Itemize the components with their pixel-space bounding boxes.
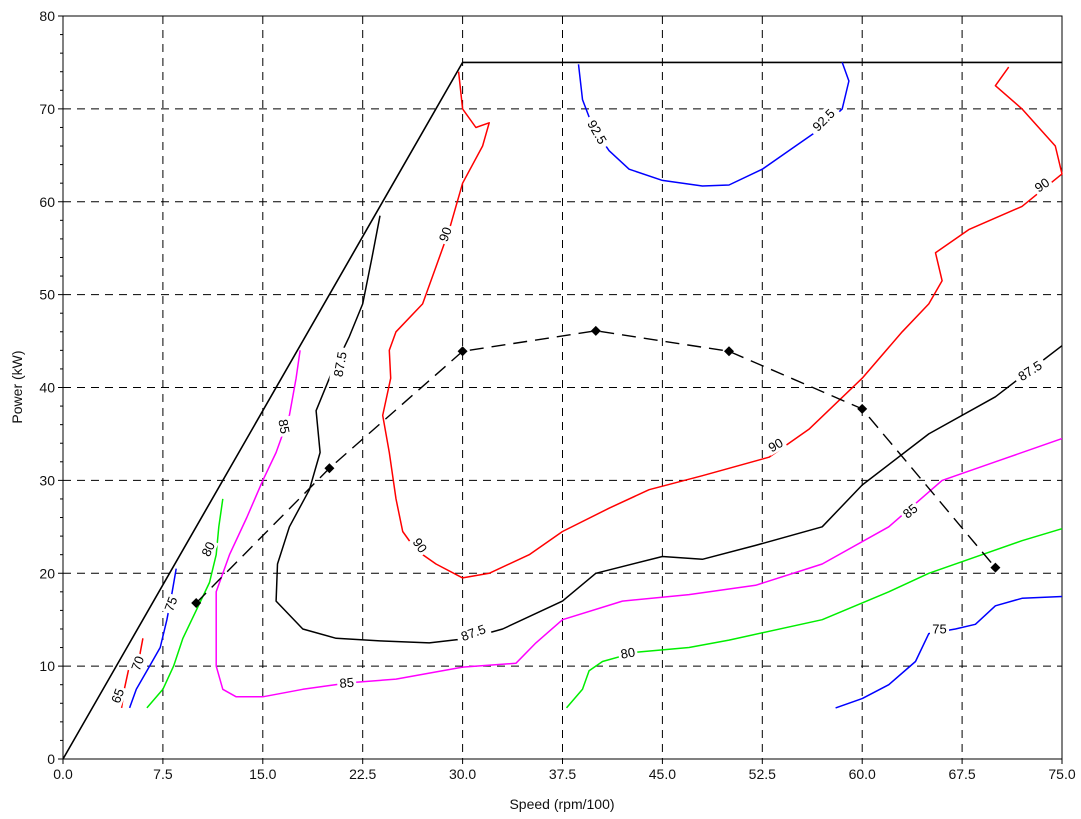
x-tick-label: 75.0 (1048, 766, 1075, 782)
y-tick-label: 60 (39, 194, 55, 210)
y-tick-label: 50 (39, 287, 55, 303)
contour-label-group: 90 (763, 433, 788, 456)
contour-label: 90 (410, 535, 431, 555)
optimal-point-marker (457, 346, 468, 357)
contour-label-group: 80 (617, 643, 639, 662)
contour-label-group: 65 (106, 684, 128, 708)
contour-label-bg (275, 415, 294, 438)
x-tick-label: 45.0 (649, 766, 676, 782)
contour-label-bg (763, 433, 788, 456)
contour-label: 65 (108, 686, 127, 705)
x-tick-label: 15.0 (249, 766, 276, 782)
y-tick-label: 0 (47, 751, 55, 767)
optimal-point-marker (857, 403, 868, 414)
contour-line-90 (381, 66, 1063, 579)
y-tick-label: 40 (39, 380, 55, 396)
contour-label-group: 75 (930, 621, 949, 637)
contour-label: 75 (932, 622, 946, 637)
contour-label: 90 (436, 225, 455, 244)
contour-label-group: 90 (1029, 172, 1054, 197)
contour-label-bg (930, 621, 949, 636)
y-tick-label: 70 (39, 101, 55, 117)
contour-line-75 (835, 595, 1063, 709)
contour-label: 80 (619, 644, 636, 661)
y-axis-ticks: 0 10 20 30 40 50 60 70 80 (39, 8, 63, 767)
contour-label-bg (160, 592, 181, 616)
contour-label-bg (106, 684, 128, 708)
x-tick-label: 22.5 (349, 766, 376, 782)
x-axis-label: Speed (rpm/100) (509, 796, 614, 812)
optimal-point-marker (724, 346, 734, 357)
optimal-point-marker (990, 562, 1001, 573)
contour-label-bg (617, 643, 639, 662)
contour-label-group: 87.5 (454, 619, 492, 646)
contour-label: 70 (128, 654, 147, 673)
x-tick-label: 67.5 (948, 766, 975, 782)
contour-label: 85 (900, 501, 921, 522)
contour-label-bg (454, 619, 492, 646)
optimal-point-marker (590, 325, 601, 336)
x-tick-label: 37.5 (549, 766, 576, 782)
contour-label: 85 (339, 675, 355, 691)
y-axis-label: Power (kW) (9, 350, 25, 423)
contour-label-group: 90 (434, 222, 456, 246)
contour-label: 90 (766, 435, 786, 455)
y-tick-label: 30 (39, 472, 55, 488)
y-tick-label: 80 (39, 8, 55, 24)
contour-label-group: 92.5 (582, 113, 613, 151)
contour-label: 75 (161, 595, 180, 614)
x-tick-label: 52.5 (749, 766, 776, 782)
contour-label-group: 85 (897, 498, 922, 523)
contour-line-87-5 (275, 215, 1063, 644)
contour-label: 80 (198, 539, 218, 558)
contour-label-group: 70 (126, 651, 148, 675)
contour-label-group: 85 (336, 674, 357, 691)
contour-label-group: 87.5 (1011, 354, 1049, 386)
x-tick-label: 0.0 (53, 766, 73, 782)
optimal-point-marker (191, 597, 202, 608)
contour-label-group: 85 (275, 415, 294, 438)
contour-label-bg (329, 346, 350, 383)
contour-label-bg (196, 537, 219, 561)
x-axis-ticks: 0.0 7.5 15.0 22.5 30.0 37.5 45.0 52.5 60.0 67.5 75… (53, 759, 1076, 782)
contour-label-bg (408, 533, 433, 558)
y-tick-label: 20 (39, 565, 55, 581)
x-tick-label: 30.0 (449, 766, 476, 782)
x-tick-label: 7.5 (153, 766, 173, 782)
y-tick-label: 10 (39, 658, 55, 674)
contour-label: 85 (275, 418, 292, 435)
contour-label-bg (897, 498, 922, 523)
contour-label: 87.5 (331, 351, 350, 379)
contour-label-bg (336, 674, 357, 691)
contour-label-group: 90 (408, 533, 433, 558)
envelope-line (62, 61, 1062, 760)
contour-label: 87.5 (459, 621, 488, 644)
contour-line-85 (215, 350, 1063, 698)
optimal-efficiency-curve (191, 325, 1001, 608)
contour-label-group: 92.5 (805, 102, 841, 137)
x-tick-label: 60.0 (849, 766, 876, 782)
contour-label-group: 80 (196, 537, 219, 561)
contour-label-bg (582, 113, 613, 151)
contour-label-bg (1029, 172, 1054, 197)
contour-label: 90 (1032, 175, 1052, 196)
contour-label-bg (1011, 354, 1049, 386)
contour-line-80 (565, 527, 1063, 709)
contour-line-75 (128, 568, 177, 709)
grid (63, 16, 1062, 759)
contour-label-group: 75 (160, 592, 181, 616)
contour-label-bg (434, 222, 456, 246)
optimal-point-marker (324, 463, 335, 474)
contour-label-bg (805, 102, 841, 137)
power-envelope (62, 61, 1062, 760)
contour-label-group: 87.5 (329, 346, 350, 383)
contour-label-bg (126, 651, 148, 675)
contour-line-80 (146, 498, 224, 709)
